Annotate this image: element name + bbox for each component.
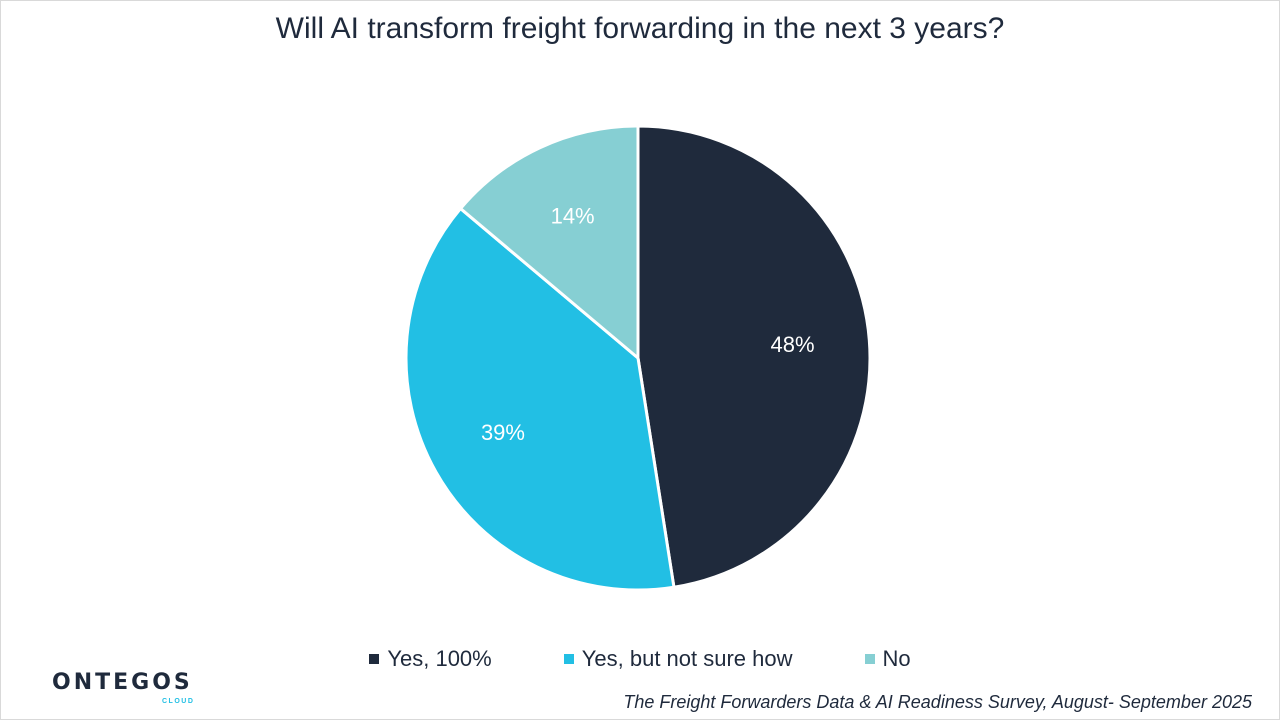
pie-slice-1 (404, 206, 676, 592)
pie-slice-2 (458, 124, 640, 362)
legend-item-yes-not-sure: Yes, but not sure how (563, 646, 793, 672)
legend-label-yes-not-sure: Yes, but not sure how (581, 646, 793, 671)
legend-label-yes-100: Yes, 100% (387, 646, 492, 671)
pie-slice-0 (636, 124, 872, 589)
pie-slice-label-2: 14% (551, 203, 595, 228)
company-logo: ONTEGOS (52, 670, 193, 695)
company-logo-sub: CLOUD (162, 698, 195, 705)
legend-swatch-no (864, 654, 875, 664)
pie-slice-label-1: 39% (481, 420, 525, 445)
pie-slice-label-0: 48% (771, 332, 815, 357)
legend-item-yes-100: Yes, 100% (369, 646, 492, 672)
legend-swatch-yes-100 (369, 654, 380, 664)
legend: Yes, 100% Yes, but not sure how No (0, 646, 1280, 672)
legend-label-no: No (882, 646, 911, 671)
legend-item-no: No (864, 646, 911, 672)
legend-swatch-yes-not-sure (563, 654, 574, 664)
chart-title: Will AI transform freight forwarding in … (275, 12, 1005, 45)
source-note: The Freight Forwarders Data & AI Readine… (623, 692, 1252, 712)
